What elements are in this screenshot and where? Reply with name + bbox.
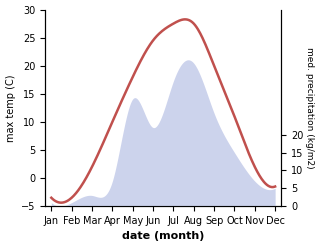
Y-axis label: max temp (C): max temp (C) — [5, 74, 16, 142]
Y-axis label: med. precipitation (kg/m2): med. precipitation (kg/m2) — [306, 47, 315, 169]
X-axis label: date (month): date (month) — [122, 231, 204, 242]
